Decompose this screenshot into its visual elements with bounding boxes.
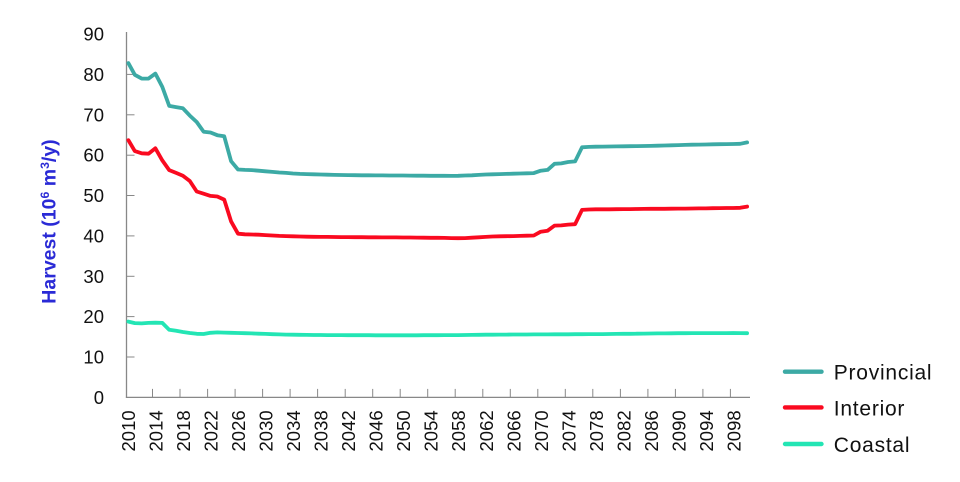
svg-text:90: 90	[83, 24, 104, 45]
svg-text:2078: 2078	[586, 410, 607, 451]
svg-text:80: 80	[83, 64, 104, 85]
svg-text:30: 30	[83, 266, 104, 287]
svg-text:2062: 2062	[476, 410, 497, 451]
svg-text:2018: 2018	[173, 410, 194, 451]
svg-text:2074: 2074	[558, 410, 579, 451]
svg-text:Coastal: Coastal	[834, 434, 910, 457]
svg-text:70: 70	[83, 104, 104, 125]
svg-text:2070: 2070	[531, 410, 552, 451]
svg-text:2042: 2042	[338, 410, 359, 451]
svg-text:60: 60	[83, 145, 104, 166]
svg-text:10: 10	[83, 347, 104, 368]
svg-text:2090: 2090	[668, 410, 689, 451]
svg-text:2086: 2086	[641, 410, 662, 451]
svg-text:40: 40	[83, 225, 104, 246]
svg-text:Provincial: Provincial	[834, 362, 933, 385]
svg-text:Harvest (106 m3/y): Harvest (106 m3/y)	[38, 139, 61, 303]
svg-text:2082: 2082	[613, 410, 634, 451]
svg-text:2098: 2098	[723, 410, 744, 451]
svg-text:2058: 2058	[448, 410, 469, 451]
svg-text:20: 20	[83, 306, 104, 327]
svg-text:50: 50	[83, 185, 104, 206]
svg-text:Interior: Interior	[834, 397, 905, 420]
svg-text:2050: 2050	[393, 410, 414, 451]
svg-text:2094: 2094	[696, 410, 717, 451]
svg-text:2066: 2066	[503, 410, 524, 451]
svg-text:2046: 2046	[366, 410, 387, 451]
svg-text:2034: 2034	[283, 410, 304, 451]
svg-text:2030: 2030	[256, 410, 277, 451]
svg-text:2010: 2010	[118, 410, 139, 451]
svg-text:2026: 2026	[228, 410, 249, 451]
svg-text:0: 0	[94, 387, 104, 408]
svg-text:2014: 2014	[146, 410, 167, 451]
svg-text:2022: 2022	[201, 410, 222, 451]
svg-text:2038: 2038	[311, 410, 332, 451]
svg-text:2054: 2054	[421, 410, 442, 451]
